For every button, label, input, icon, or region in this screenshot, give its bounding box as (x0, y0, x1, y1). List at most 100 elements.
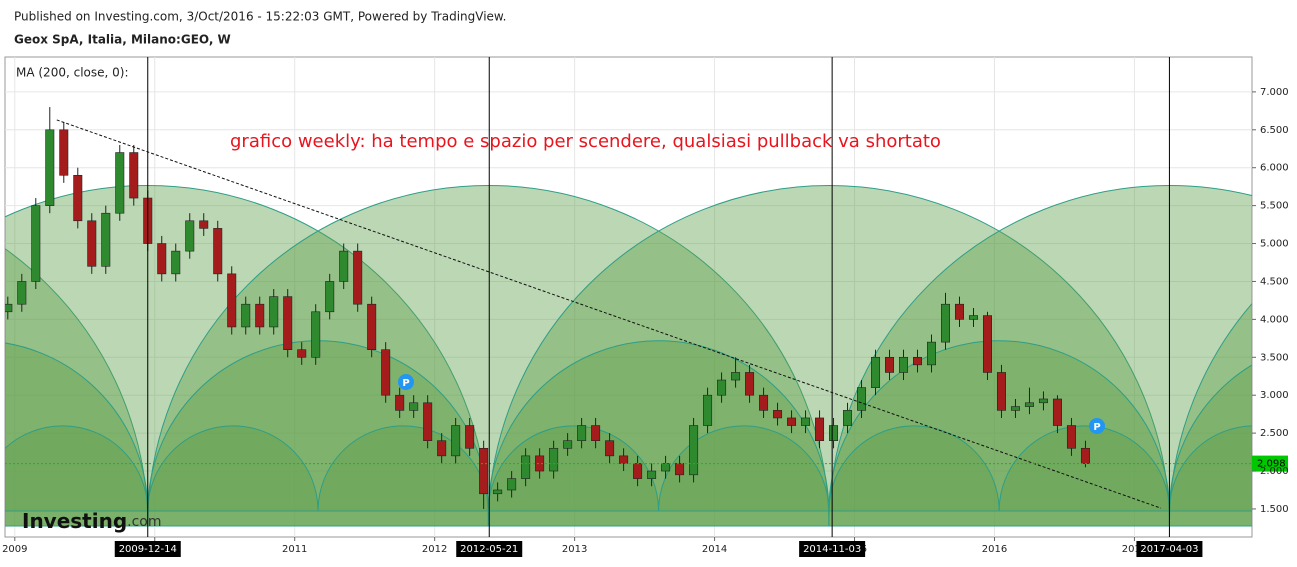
candle-body (465, 425, 475, 449)
x-tick-label: 2009 (2, 544, 27, 555)
candle-body (213, 228, 223, 275)
candle-body (353, 250, 363, 305)
candle-body (801, 417, 811, 426)
candle-body (787, 417, 797, 426)
y-tick-label: 3.000 (1260, 390, 1289, 401)
cycle-arc (828, 340, 1170, 512)
date-label: 2017-04-03 (1140, 544, 1198, 555)
candle-body (101, 212, 111, 267)
candle-body (1038, 398, 1048, 404)
y-tick-label: 5.000 (1260, 239, 1289, 250)
brand-name: Investing (22, 509, 127, 533)
last-price-box (1252, 455, 1288, 472)
cycle-arc (147, 184, 830, 527)
date-label-box (456, 541, 523, 557)
y-tick-label: 4.500 (1260, 276, 1289, 287)
candle-body (451, 425, 461, 457)
x-tick-label: 2012 (422, 544, 447, 555)
cycle-arc (5, 184, 489, 527)
candle-body (395, 394, 405, 411)
y-tick-label: 7.000 (1260, 87, 1289, 98)
overlays: 2.098 (5, 57, 1288, 537)
candle-body (689, 425, 699, 476)
cycle-arc (147, 425, 319, 512)
candle-body (171, 250, 181, 275)
candle-body (1066, 425, 1076, 449)
candle-body (227, 273, 237, 328)
pivot-label: P (1093, 422, 1100, 433)
date-label-box (114, 541, 181, 557)
candle-body (857, 387, 867, 411)
candle-body (885, 356, 895, 373)
published: Published on Investing.com, 3/Oct/2016 -… (14, 10, 506, 24)
candle-body (633, 463, 643, 479)
annotation: grafico weekly: ha tempo e spazio per sc… (230, 131, 941, 152)
cycle-arc (828, 425, 1000, 512)
candle-body (661, 463, 671, 472)
trendline (56, 119, 1162, 509)
x-tick-label: 2017 (1122, 544, 1147, 555)
y-tick-label: 3.500 (1260, 352, 1289, 363)
x-tick-label: 2011 (282, 544, 307, 555)
candle-body (968, 315, 978, 320)
candle-body (241, 303, 251, 328)
symbol: Geox SpA, Italia, Milano:GEO, W (14, 33, 231, 47)
candle-body (59, 129, 69, 176)
candle-body (521, 455, 531, 479)
brand: Investing.com (22, 509, 162, 533)
candle-body (325, 281, 335, 313)
candle-body (269, 296, 279, 328)
y-tick-label: 6.500 (1260, 125, 1289, 136)
candle-body (297, 349, 307, 358)
candle-body (940, 303, 950, 343)
candle-body (535, 455, 545, 472)
x-tick-label: 2014 (702, 544, 727, 555)
candle-body (619, 455, 629, 464)
candle-body (675, 463, 685, 476)
x-tick-label: 2013 (562, 544, 587, 555)
cycle-arc (998, 425, 1170, 512)
date-label-box (799, 541, 866, 557)
cycle-arc (658, 425, 830, 512)
candle-body (745, 372, 755, 396)
y-tick-label: 5.500 (1260, 201, 1289, 212)
y-tick-label: 6.000 (1260, 163, 1289, 174)
pivot-label: P (402, 378, 409, 389)
candle-body (1052, 398, 1062, 426)
candle-body (577, 425, 587, 441)
cycle-arc (5, 425, 149, 512)
candle-body (437, 440, 447, 457)
candle-body (423, 402, 433, 441)
candle-body (996, 372, 1006, 411)
candle-body (1010, 406, 1020, 411)
candle-body (871, 356, 881, 388)
date-label: 2012-05-21 (460, 544, 518, 555)
candle-body (717, 379, 727, 396)
candle-body (843, 410, 853, 426)
candle-body (129, 152, 139, 199)
cycle-arc (1168, 425, 1252, 512)
last-price-label: 2.098 (1257, 459, 1286, 470)
candle-body (31, 205, 41, 282)
y-tick-label: 1.500 (1260, 504, 1289, 515)
candle-body (17, 281, 27, 305)
y-tick-label: 2.500 (1260, 428, 1289, 439)
candle-body (255, 303, 265, 328)
candle-body (954, 303, 964, 320)
candle-body (829, 425, 839, 441)
candle-body (283, 296, 293, 351)
candle-body (5, 303, 13, 313)
candle-body (899, 356, 909, 373)
candle-body (731, 372, 741, 381)
candle-body (1080, 447, 1090, 464)
candle-body (1024, 402, 1034, 407)
y-tick-label: 2.000 (1260, 466, 1289, 477)
candle-body (199, 220, 209, 229)
candle-body (605, 440, 615, 457)
candle-body (87, 220, 97, 267)
candle-body (563, 440, 573, 449)
y-tick-label: 4.000 (1260, 314, 1289, 325)
candle-body (339, 250, 349, 282)
